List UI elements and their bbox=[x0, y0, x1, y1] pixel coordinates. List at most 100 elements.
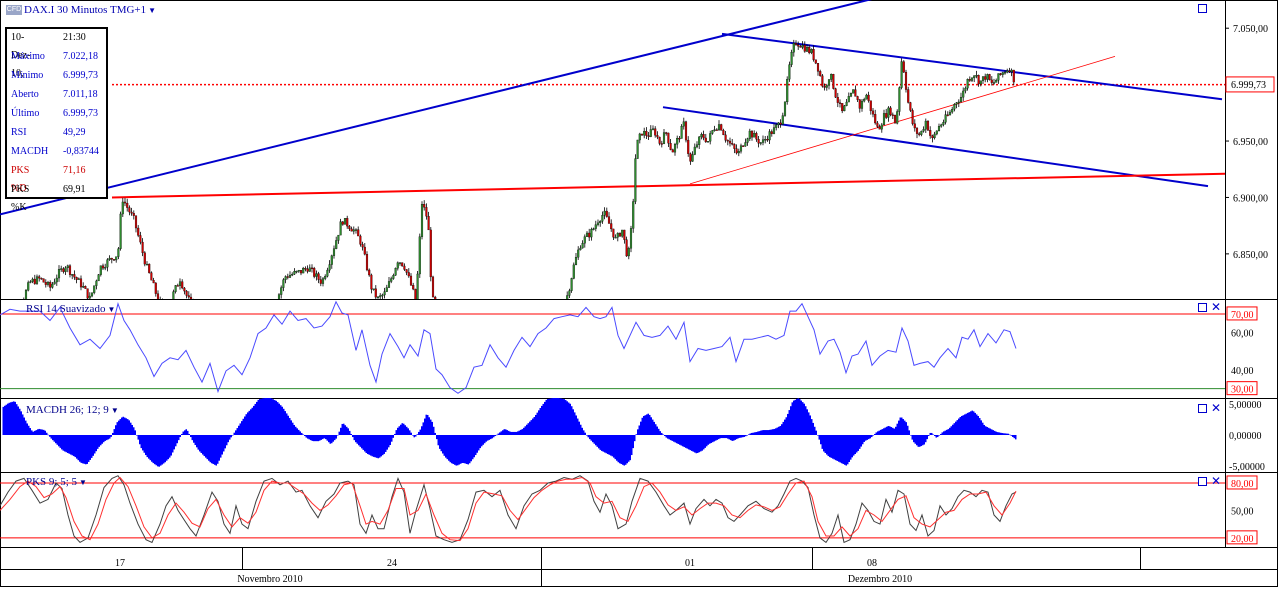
macdh-bar bbox=[934, 435, 936, 437]
candle-body bbox=[607, 216, 611, 224]
candle-body bbox=[405, 269, 408, 273]
macdh-bar bbox=[26, 423, 28, 435]
macdh-bar bbox=[127, 419, 129, 435]
macdh-bar bbox=[370, 435, 372, 456]
candle bbox=[168, 303, 170, 313]
data-window-label: Aberto bbox=[11, 89, 39, 100]
candle bbox=[832, 73, 835, 90]
candle bbox=[427, 211, 430, 231]
candle-body bbox=[418, 236, 421, 275]
candle bbox=[544, 318, 546, 322]
candle bbox=[507, 319, 509, 326]
macdh-bar bbox=[1006, 433, 1008, 435]
candle bbox=[44, 279, 47, 288]
candle-body bbox=[656, 135, 659, 138]
macdh-bar bbox=[431, 421, 433, 435]
candle bbox=[900, 58, 903, 90]
close-icon[interactable]: ✕ bbox=[1211, 474, 1222, 488]
macdh-bar bbox=[668, 435, 670, 440]
candle bbox=[374, 285, 377, 299]
macdh-bar bbox=[131, 424, 133, 435]
macdh-pane-title[interactable]: MACDH 26; 12; 9 ▼ bbox=[26, 404, 119, 417]
maximize-icon[interactable] bbox=[1198, 404, 1207, 413]
candle bbox=[955, 102, 958, 109]
macdh-bar bbox=[196, 435, 198, 448]
candle bbox=[761, 135, 765, 146]
candle-body bbox=[803, 44, 806, 52]
macdh-bar bbox=[862, 435, 864, 445]
macdh-bar bbox=[692, 435, 694, 452]
maximize-icon[interactable] bbox=[1198, 303, 1207, 312]
candle bbox=[948, 109, 952, 116]
macdh-bar bbox=[940, 433, 942, 435]
candle bbox=[757, 136, 760, 148]
macdh-bar bbox=[374, 435, 376, 458]
candle-body bbox=[744, 142, 747, 147]
stoch-tick-label: 20,00 bbox=[1231, 534, 1254, 545]
close-icon[interactable]: ✕ bbox=[1211, 401, 1222, 415]
maximize-icon[interactable] bbox=[1198, 477, 1207, 486]
candle-body bbox=[261, 303, 263, 307]
candle-body bbox=[992, 82, 996, 84]
candle-body bbox=[511, 322, 513, 325]
macdh-bar bbox=[622, 435, 624, 465]
candle bbox=[306, 265, 309, 274]
chevron-down-icon[interactable]: ▼ bbox=[107, 305, 116, 314]
data-window-value: 6.999,73 bbox=[63, 108, 98, 119]
maximize-icon[interactable] bbox=[1198, 4, 1207, 13]
candle-body bbox=[970, 77, 974, 81]
stochastic-pane-title[interactable]: PKS 9; 5; 5 ▼ bbox=[26, 476, 87, 489]
macdh-bar bbox=[262, 398, 264, 435]
macdh-bar bbox=[367, 435, 369, 455]
candle-body bbox=[797, 44, 800, 47]
candle bbox=[390, 276, 393, 284]
macdh-bar bbox=[439, 435, 441, 449]
candle bbox=[156, 290, 160, 299]
macdh-bar bbox=[434, 432, 436, 435]
candle-body bbox=[139, 235, 142, 243]
candle-body bbox=[819, 71, 822, 76]
macdh-bar bbox=[647, 413, 649, 435]
candle bbox=[922, 126, 925, 133]
close-icon[interactable]: ✕ bbox=[1211, 300, 1222, 314]
macdh-bar bbox=[176, 435, 178, 444]
macdh-bar bbox=[523, 427, 525, 435]
candle bbox=[665, 131, 668, 136]
macdh-bar bbox=[673, 435, 675, 442]
macdh-bar bbox=[50, 435, 52, 439]
macdh-bar bbox=[61, 435, 63, 450]
candle-body bbox=[704, 137, 707, 143]
candle-body bbox=[882, 113, 886, 126]
candle bbox=[1012, 69, 1015, 86]
rsi-pane-title[interactable]: RSI 14 Suavizado ▼ bbox=[26, 303, 115, 316]
candle bbox=[825, 83, 828, 91]
chevron-down-icon[interactable]: ▼ bbox=[110, 406, 119, 415]
candle-body bbox=[49, 282, 52, 288]
candle-body bbox=[964, 87, 967, 92]
chevron-down-icon[interactable]: ▼ bbox=[148, 6, 157, 15]
macdh-bar bbox=[98, 435, 100, 447]
candle bbox=[790, 49, 793, 68]
macdh-bar bbox=[572, 409, 574, 435]
macdh-bar bbox=[835, 435, 837, 461]
candle-body bbox=[777, 122, 780, 126]
candle-body bbox=[374, 288, 377, 298]
candle bbox=[409, 273, 413, 286]
candle bbox=[827, 79, 831, 90]
macdh-bar bbox=[887, 426, 889, 435]
chart-title[interactable]: CFD DAX.I 30 Minutos TMG+1 ▼ bbox=[6, 3, 156, 17]
macdh-bar bbox=[722, 435, 724, 439]
candle-body bbox=[728, 140, 732, 144]
candle bbox=[420, 201, 424, 240]
macdh-bar bbox=[437, 435, 439, 446]
candle-body bbox=[533, 319, 535, 321]
candle bbox=[995, 78, 998, 83]
candle-body bbox=[372, 288, 375, 290]
candle bbox=[293, 268, 296, 276]
candle bbox=[437, 307, 439, 316]
chevron-down-icon[interactable]: ▼ bbox=[79, 478, 87, 487]
macdh-bar bbox=[358, 435, 360, 446]
candle bbox=[51, 282, 54, 289]
candle-body bbox=[272, 302, 274, 304]
